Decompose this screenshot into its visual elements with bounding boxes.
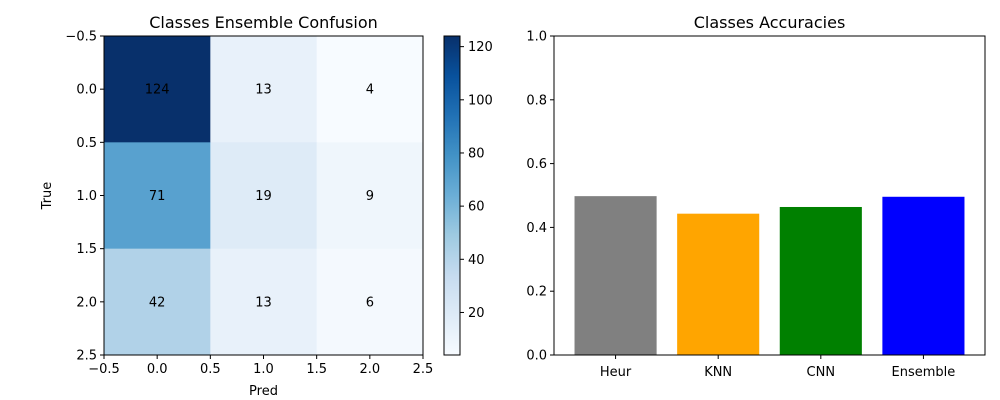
colorbar-tick-label: 120: [468, 40, 493, 55]
bar-ensemble: [882, 196, 965, 355]
heatmap-cell-r0-c2: [316, 36, 424, 143]
cell-label-r2-c2: 6: [366, 295, 374, 310]
bar-x-ticks: Heur KNN CNN Ensemble: [600, 355, 955, 380]
colorbar-tick-label: 20: [468, 306, 485, 321]
heatmap-cells: [104, 36, 424, 356]
heatmap-y-axis-title: True: [40, 182, 55, 211]
heatmap-x-tick-label: 2.0: [359, 362, 380, 377]
cell-label-r1-c0: 71: [149, 189, 166, 204]
cell-label-r0-c1: 13: [255, 83, 272, 98]
colorbar: 20 40 60 80 100 120: [443, 35, 493, 356]
bar-x-tick-label-knn: KNN: [704, 365, 732, 380]
heatmap-x-tick-label: 2.5: [413, 362, 434, 377]
accuracy-title: Classes Accuracies: [694, 13, 846, 32]
heatmap-cell-r0-c0: [104, 36, 211, 143]
heatmap-x-axis-title: Pred: [249, 384, 278, 399]
cell-label-r0-c0: 124: [145, 83, 170, 98]
heatmap-cell-r1-c1: [210, 142, 318, 250]
heatmap-x-tick-label: 1.5: [306, 362, 327, 377]
bar-y-tick-label: 0.2: [526, 285, 547, 300]
colorbar-ticks: 20 40 60 80 100 120: [460, 40, 493, 321]
colorbar-tick-label: 100: [468, 93, 493, 108]
heatmap-cell-r1-c2: [316, 142, 424, 250]
cell-label-r0-c2: 4: [366, 83, 374, 98]
colorbar-gradient: [443, 35, 461, 356]
heatmap-y-tick-label: 0.0: [76, 83, 97, 98]
heatmap-cell-labels: 124 13 4 71 19 9 42 13 6: [145, 83, 374, 311]
bar-y-ticks: 0.0 0.2 0.4 0.6 0.8 1.0: [526, 30, 554, 364]
colorbar-tick-label: 80: [468, 146, 485, 161]
heatmap-y-tick-label: 2.0: [76, 295, 97, 310]
heatmap-y-tick-label: 1.0: [76, 189, 97, 204]
heatmap-y-tick-label: −0.5: [65, 30, 97, 45]
heatmap-cell-r2-c2: [316, 248, 424, 356]
bar-y-tick-label: 0.6: [526, 157, 547, 172]
heatmap-y-tick-label: 2.5: [76, 349, 97, 364]
confusion-title: Classes Ensemble Confusion: [149, 13, 378, 32]
bar-heur: [574, 196, 657, 355]
heatmap-x-tick-label: −0.5: [88, 362, 120, 377]
heatmap-x-tick-label: 1.0: [253, 362, 274, 377]
bar-y-tick-label: 0.4: [526, 221, 547, 236]
heatmap-cell-r2-c0: [104, 248, 211, 356]
cell-label-r2-c1: 13: [255, 295, 272, 310]
colorbar-tick-label: 60: [468, 200, 485, 215]
bar-cnn: [779, 206, 862, 355]
bar-y-tick-label: 1.0: [526, 30, 547, 45]
heatmap-x-tick-label: 0.5: [200, 362, 221, 377]
accuracy-bars: [574, 196, 965, 355]
heatmap-x-ticks: −0.5 0.0 0.5 1.0 1.5 2.0 2.5: [88, 355, 433, 377]
bar-x-tick-label-heur: Heur: [600, 365, 632, 380]
bar-y-tick-label: 0.8: [526, 93, 547, 108]
heatmap-cell-r1-c0: [104, 142, 211, 250]
accuracy-panel: Classes Accuracies 0.0 0.2 0.4 0.6 0.8 1.0 He…: [526, 13, 986, 380]
confusion-matrix-panel: Classes Ensemble Confusion 124 13 4 71 19 9 42…: [40, 13, 433, 399]
bar-plot-frame: [553, 35, 986, 356]
heatmap-y-ticks: −0.5 0.0 0.5 1.0 1.5 2.0 2.5: [65, 30, 104, 364]
colorbar-tick-label: 40: [468, 253, 485, 268]
heatmap-x-tick-label: 0.0: [147, 362, 168, 377]
heatmap-y-tick-label: 0.5: [76, 136, 97, 151]
cell-label-r1-c1: 19: [255, 189, 272, 204]
heatmap-cell-r0-c1: [210, 36, 318, 143]
cell-label-r2-c0: 42: [149, 295, 166, 310]
bar-x-tick-label-cnn: CNN: [807, 365, 836, 380]
heatmap-cell-r2-c1: [210, 248, 318, 356]
bar-x-tick-label-ensemble: Ensemble: [892, 365, 956, 380]
bar-y-tick-label: 0.0: [526, 349, 547, 364]
bar-knn: [677, 213, 760, 355]
heatmap-y-tick-label: 1.5: [76, 242, 97, 257]
cell-label-r1-c2: 9: [366, 189, 374, 204]
